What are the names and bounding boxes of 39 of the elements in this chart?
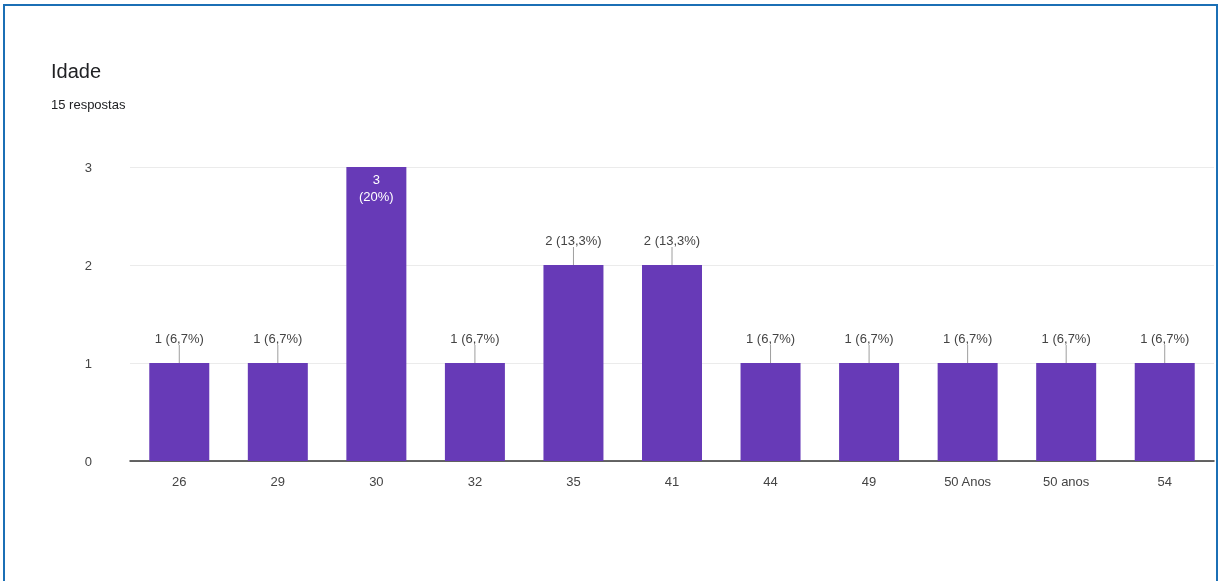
data-label: 1 (6,7%) [844, 331, 894, 346]
bar [642, 265, 702, 461]
x-tick-label: 29 [270, 474, 286, 489]
data-label: 1 (6,7%) [745, 331, 796, 346]
y-tick-label: 2 [84, 257, 92, 273]
bar [1036, 363, 1097, 461]
bar [1134, 363, 1195, 461]
chart-title: Idade [51, 60, 102, 82]
data-label: 1 (6,7%) [154, 331, 204, 346]
data-label: 3 (20%) [359, 172, 394, 204]
y-tick-label: 0 [84, 453, 92, 469]
x-tick-label: 26 [172, 474, 187, 489]
y-tick-label: 1 [84, 355, 92, 371]
x-tick-label: 44 [763, 474, 778, 489]
bar [543, 265, 604, 461]
x-tick-label: 50 Anos [944, 474, 992, 489]
x-tick-label: 41 [664, 474, 680, 489]
bar [740, 363, 801, 461]
data-label: 1 (6,7%) [1041, 331, 1091, 346]
data-label: 1 (6,7%) [253, 331, 303, 346]
data-label: 1 (6,7%) [943, 331, 993, 346]
bar [444, 363, 505, 461]
x-tick-label: 32 [467, 474, 483, 489]
bar [839, 363, 900, 461]
data-label: 1 (6,7%) [1140, 331, 1190, 346]
bar [346, 167, 407, 461]
x-tick-label: 49 [861, 474, 877, 489]
bar [247, 363, 308, 461]
bar [937, 363, 998, 461]
bar [149, 363, 210, 461]
data-label: 2 (13,3%) [545, 233, 602, 248]
y-tick-label: 3 [84, 159, 92, 175]
chart-subtitle: 15 respostas [51, 97, 126, 112]
x-tick-label: 30 [369, 474, 384, 489]
data-label: 1 (6,7%) [450, 331, 500, 346]
x-tick-label: 50 anos [1043, 474, 1090, 489]
x-tick-label: 54 [1157, 474, 1172, 489]
data-label: 2 (13,3%) [643, 233, 701, 248]
x-tick-label: 35 [566, 474, 581, 489]
